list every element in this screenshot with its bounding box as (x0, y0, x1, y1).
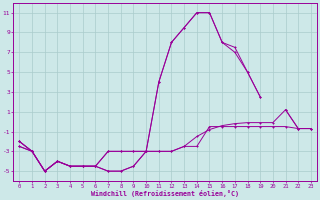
X-axis label: Windchill (Refroidissement éolien,°C): Windchill (Refroidissement éolien,°C) (91, 190, 239, 197)
